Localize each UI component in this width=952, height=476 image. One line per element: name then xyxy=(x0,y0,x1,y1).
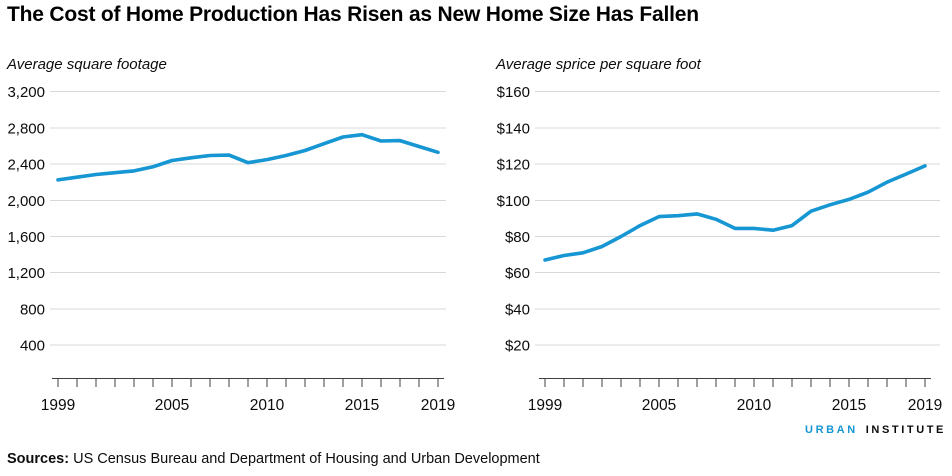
y-tick-label: $100 xyxy=(497,193,530,210)
x-tick-label: 2010 xyxy=(250,397,285,414)
y-tick-label: 2,000 xyxy=(7,193,45,210)
y-tick-label: 2,400 xyxy=(7,157,45,174)
x-tick-label: 1999 xyxy=(41,397,75,414)
x-tick-label: 2010 xyxy=(737,397,772,414)
x-tick-label: 2015 xyxy=(345,397,379,414)
x-tick-label: 2019 xyxy=(908,397,942,414)
x-tick-label: 2019 xyxy=(421,397,455,414)
sources-line: Sources: US Census Bureau and Department… xyxy=(7,451,540,467)
y-tick-label: $120 xyxy=(497,157,530,174)
y-tick-label: $80 xyxy=(505,229,530,246)
right-chart-subtitle: Average sprice per square foot xyxy=(496,56,701,73)
y-tick-label: 3,200 xyxy=(7,84,45,101)
logo-urban-text: URBAN xyxy=(805,424,858,436)
right-chart-canvas: $160 $140 $120 $100 $80 $60 $40 $20 1999 2005 2010… xyxy=(497,84,943,414)
y-tick-label: $160 xyxy=(497,84,530,101)
y-tick-label: 2,800 xyxy=(7,120,45,137)
data-line xyxy=(56,132,440,182)
sources-label: Sources: xyxy=(7,451,70,467)
y-tick-label: $60 xyxy=(505,265,530,282)
left-chart-canvas: 3,200 2,800 2,400 2,000 1,600 1,200 800 400 1999… xyxy=(7,84,455,414)
y-tick-label: $20 xyxy=(505,338,530,355)
data-line xyxy=(543,164,927,262)
x-tick-label: 2015 xyxy=(832,397,866,414)
y-tick-label: 1,200 xyxy=(7,265,45,282)
sources-text: US Census Bureau and Department of Housi… xyxy=(69,451,540,467)
y-tick-label: $140 xyxy=(497,120,530,137)
y-tick-label: 400 xyxy=(20,338,45,355)
figure-title: The Cost of Home Production Has Risen as… xyxy=(7,3,699,26)
logo-institute-text: INSTITUTE xyxy=(865,424,946,436)
x-tick-label: 1999 xyxy=(528,397,562,414)
y-tick-label: 1,600 xyxy=(7,229,45,246)
urban-institute-logo: URBAN INSTITUTE xyxy=(805,424,946,436)
y-tick-label: 800 xyxy=(20,301,45,318)
left-chart-subtitle: Average square footage xyxy=(7,56,167,73)
x-tick-label: 2005 xyxy=(155,397,189,414)
x-tick-label: 2005 xyxy=(642,397,676,414)
y-tick-label: $40 xyxy=(505,301,530,318)
